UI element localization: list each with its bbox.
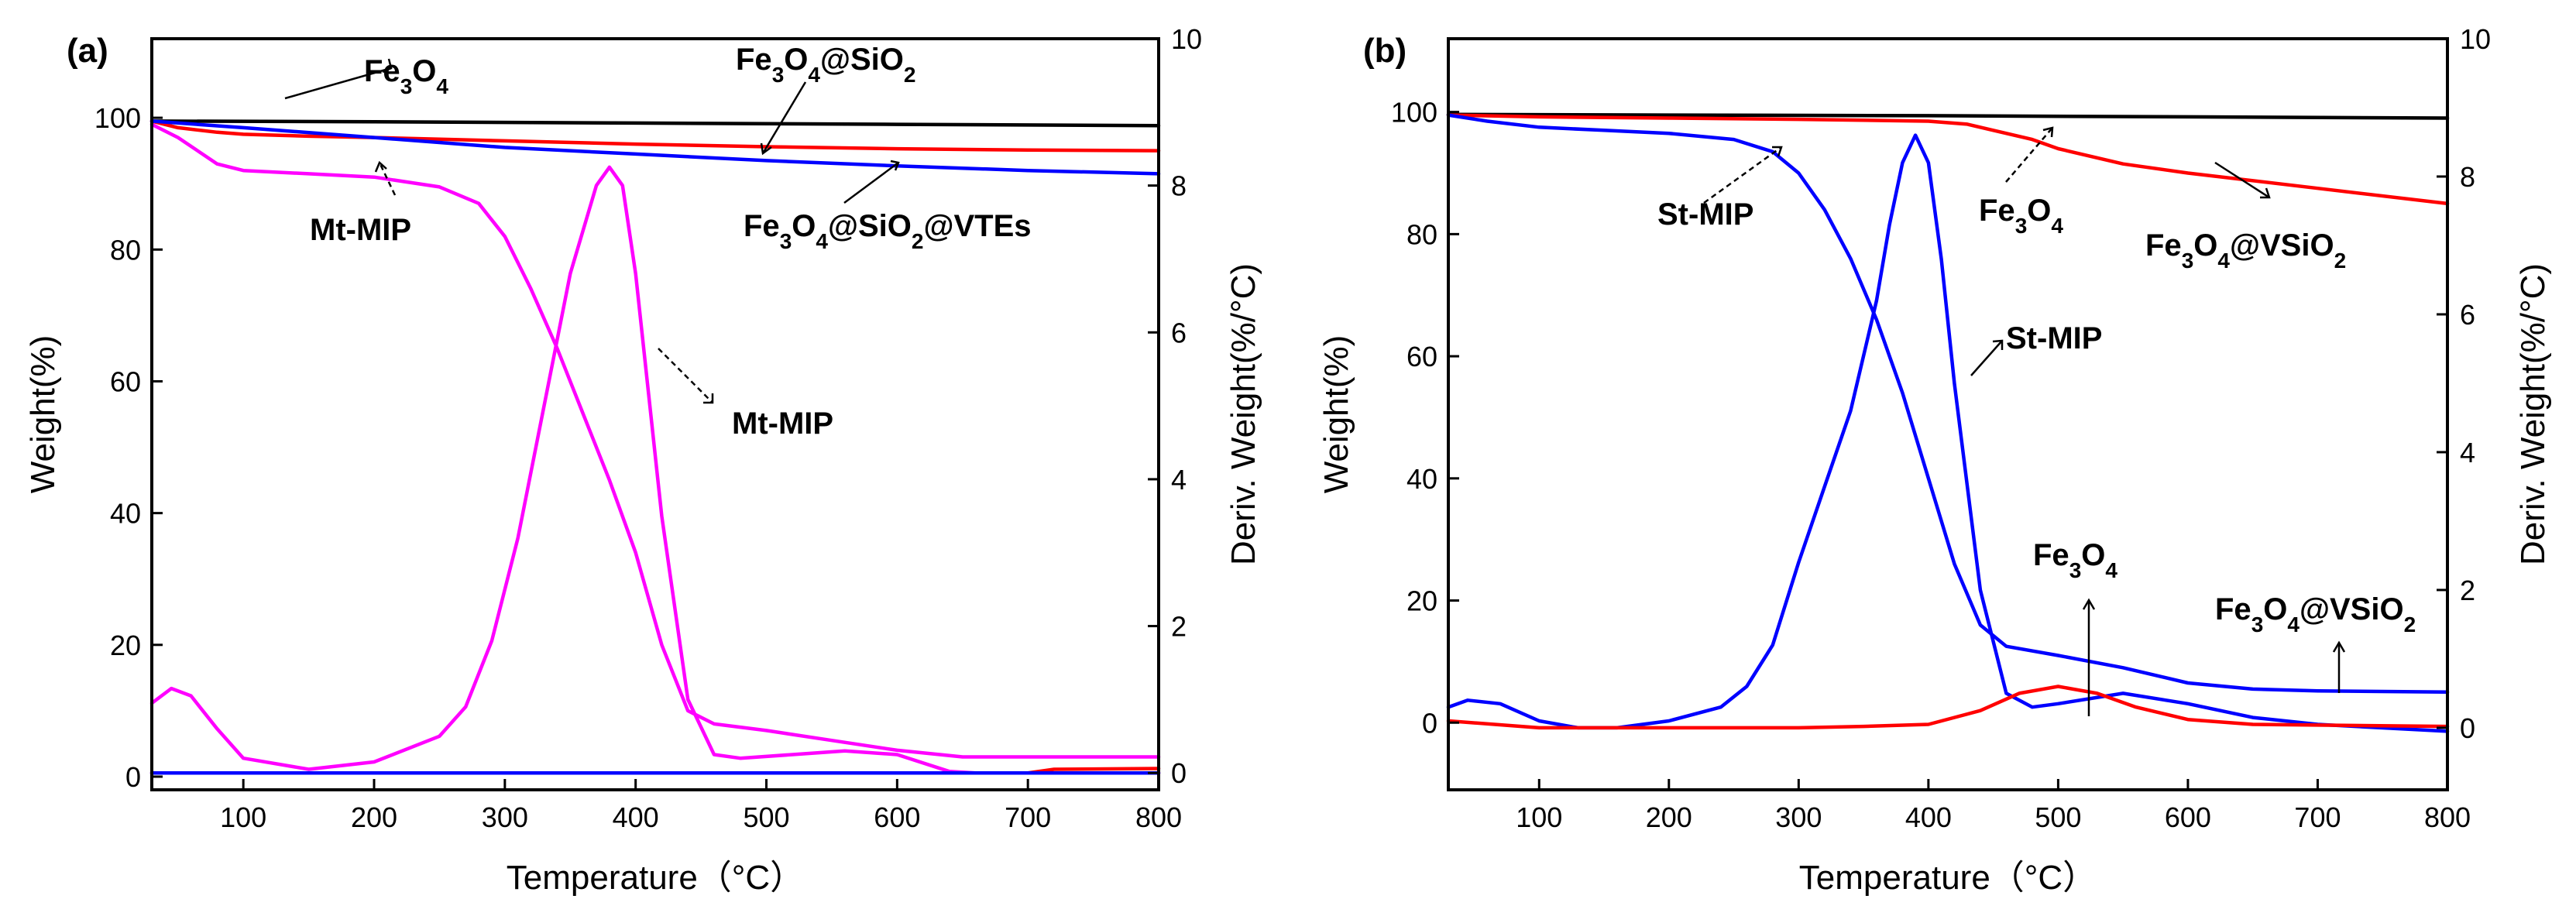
- series-fe3o4: [149, 119, 1161, 128]
- x-tick-label: 500: [743, 801, 789, 833]
- x-tick-label: 700: [2294, 801, 2341, 833]
- annotation-label: Fe3O4@SiO2: [736, 43, 915, 87]
- y2-tick-label: 10: [2460, 23, 2491, 55]
- y2-tick-label: 2: [1171, 611, 1187, 643]
- annotation-arrow: [374, 160, 387, 173]
- annotation-arrow: [1703, 146, 1782, 204]
- y2-tick-label: 2: [2460, 575, 2475, 606]
- annotation-arrow: [703, 393, 714, 404]
- y2-tick-label: 0: [2460, 712, 2475, 744]
- annotation-arrow: [2332, 640, 2346, 653]
- y2-tick-label: 6: [2460, 299, 2475, 331]
- x-tick-label: 100: [220, 801, 266, 833]
- x-tick-label: 100: [1516, 801, 1562, 833]
- annotation-label: Fe3O4: [364, 54, 448, 98]
- annotation-arrow: [890, 160, 900, 171]
- series-st-mip-deriv: [1446, 133, 2450, 733]
- annotation-arrow: [760, 142, 772, 156]
- y-tick-label: 60: [110, 365, 141, 397]
- plot-frame: [150, 37, 1160, 791]
- x-tick-label: 400: [613, 801, 659, 833]
- annotation-arrow: [284, 67, 392, 100]
- annotation-arrow: [382, 58, 393, 74]
- y-tick-label: 40: [110, 498, 141, 530]
- y-tick-label: 100: [1391, 97, 1437, 129]
- x-tick-label: 800: [2424, 801, 2471, 833]
- y-tick-label: 100: [94, 102, 141, 134]
- annotation-label: Fe3O4@SiO2@VTEs: [744, 209, 1032, 253]
- annotation-arrow: [843, 161, 899, 204]
- y-tick-label: 20: [1406, 585, 1437, 617]
- annotation-arrow: [1992, 339, 2004, 350]
- series-fe3o4-vsio2: [1446, 113, 2450, 206]
- x-tick-label: 800: [1135, 801, 1182, 833]
- annotation-label: Fe3O4@VSiO2: [2145, 228, 2346, 273]
- annotation-arrow: [2042, 126, 2054, 138]
- x-tick-label: 200: [351, 801, 397, 833]
- series-fe3o4: [1446, 112, 2450, 120]
- annotation-label: Mt-MIP: [732, 407, 833, 441]
- y-axis-title: Weight(%): [1317, 335, 1355, 494]
- y-axis-title: Weight(%): [24, 335, 62, 494]
- panel-a: 100 200 300 400 500 600 700 800 0 20 40 60 80 100 0 2 4 6…: [24, 23, 1262, 897]
- annotation-label: Fe3O4: [1979, 194, 2063, 238]
- annotation-arrow: [2214, 161, 2270, 199]
- annotation-arrow: [1970, 340, 2003, 376]
- y2-tick-label: 4: [1171, 464, 1187, 496]
- y2-tick-label: 6: [1171, 317, 1187, 348]
- x-tick-label: 200: [1646, 801, 1692, 833]
- y2-axis-title: Deriv. Weight(%/°C): [2514, 263, 2552, 565]
- y2-tick-label: 0: [1171, 757, 1187, 789]
- x-axis-title: Temperature（°C）: [1799, 859, 2097, 897]
- plot-frame: [1447, 37, 2449, 791]
- series-st-mip: [1446, 113, 2450, 695]
- y-tick-label: 20: [110, 630, 141, 661]
- annotation-label: Fe3O4: [2033, 538, 2117, 582]
- annotation-label: St-MIP: [2006, 321, 2102, 355]
- panel-label: (b): [1363, 32, 1406, 70]
- y-tick-label: 0: [125, 761, 141, 793]
- annotation-label: St-MIP: [1657, 197, 1753, 232]
- series-fe3o4-sio2: [149, 119, 1161, 153]
- y2-tick-label: 8: [1171, 170, 1187, 202]
- panel-label: (a): [67, 32, 108, 70]
- y2-axis-title: Deriv. Weight(%/°C): [1224, 263, 1262, 565]
- x-tick-label: 600: [2165, 801, 2211, 833]
- x-tick-label: 500: [2035, 801, 2081, 833]
- series-mt-mip-deriv: [149, 165, 1161, 775]
- y2-tick-label: 4: [2460, 437, 2475, 468]
- annotation-arrow: [2260, 187, 2271, 199]
- y-tick-label: 0: [1422, 707, 1437, 739]
- annotation-arrow: [2005, 127, 2053, 183]
- y2-tick-label: 10: [1171, 23, 1202, 55]
- annotation-arrow: [1772, 146, 1783, 157]
- series-fe3o4-sio2-vtes: [149, 119, 1161, 176]
- y-tick-label: 80: [110, 234, 141, 266]
- x-tick-label: 400: [1905, 801, 1952, 833]
- x-axis-title: Temperature（°C）: [507, 859, 804, 897]
- annotation-arrow: [378, 162, 397, 196]
- series-fe3o4-vsio2-deriv: [1446, 685, 2450, 730]
- x-tick-label: 700: [1005, 801, 1051, 833]
- y2-tick-label: 8: [2460, 161, 2475, 193]
- x-tick-label: 300: [1775, 801, 1822, 833]
- y-tick-label: 80: [1406, 218, 1437, 250]
- annotation-label: Mt-MIP: [310, 213, 411, 247]
- y-tick-label: 60: [1406, 341, 1437, 372]
- x-tick-label: 600: [874, 801, 920, 833]
- series-mt-mip: [149, 122, 1161, 759]
- annotation-arrow: [761, 81, 807, 154]
- annotation-arrow: [2082, 598, 2096, 610]
- annotation-arrow: [658, 348, 713, 403]
- x-tick-label: 300: [482, 801, 528, 833]
- annotation-label: Fe3O4@VSiO2: [2215, 592, 2416, 636]
- y-tick-label: 40: [1406, 463, 1437, 495]
- panel-b: 100 200 300 400 500 600 700 800 0 20 40 60 80 100 0 2 4 6…: [1317, 23, 2552, 897]
